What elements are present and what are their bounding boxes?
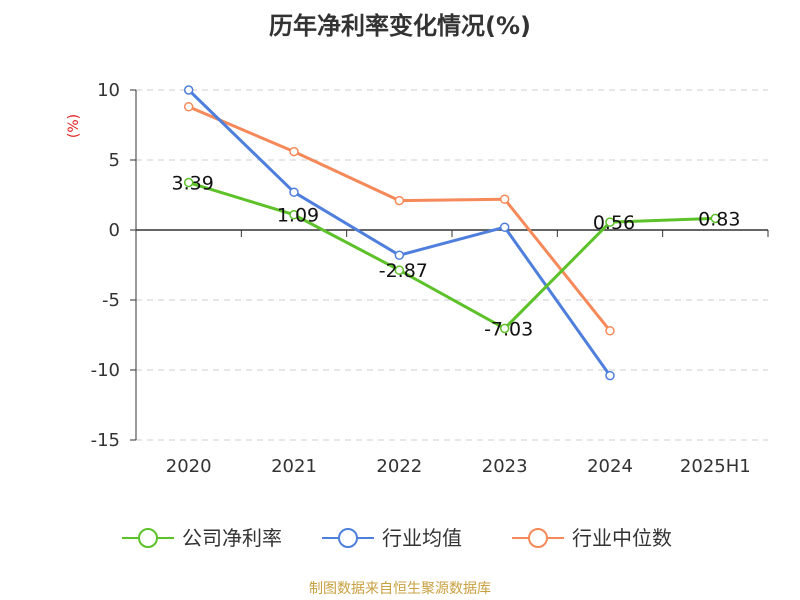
y-tick-label: -15 xyxy=(91,430,120,451)
data-point xyxy=(605,217,615,227)
x-tick-label: 2021 xyxy=(271,456,317,477)
y-axis-label: (%) xyxy=(66,114,82,138)
data-label: 3.39 xyxy=(172,173,214,195)
data-point xyxy=(710,213,721,224)
data-point xyxy=(289,209,299,220)
y-tick-label: 0 xyxy=(109,220,120,241)
series-line xyxy=(188,181,716,330)
data-labels: 3.39 1.09 -2.87 -7.03 0.56 0.83 xyxy=(172,173,741,341)
series-lines xyxy=(183,85,721,381)
data-point xyxy=(183,102,194,112)
y-tick-label: 10 xyxy=(97,80,120,101)
grid-lines xyxy=(136,89,768,441)
x-tick-label: 2020 xyxy=(166,456,212,477)
x-tick-label: 2023 xyxy=(482,456,528,477)
data-label: -2.87 xyxy=(379,260,428,282)
legend-entry: 行业均值 xyxy=(382,526,462,550)
data-point xyxy=(605,370,615,381)
data-point xyxy=(499,323,510,334)
data-label: -7.03 xyxy=(484,318,533,340)
legend-swatch-marker xyxy=(138,528,158,548)
data-point xyxy=(605,326,615,336)
x-tick-label: 2022 xyxy=(376,456,422,477)
legend-entry: 公司净利率 xyxy=(182,526,282,550)
data-point xyxy=(499,222,510,232)
source-note: 制图数据来自恒生聚源数据库 xyxy=(309,581,491,597)
axes: 10 5 0 -5 -10 -15 2020 2021 2022 2023 2024 2025H1 (%… xyxy=(66,80,769,477)
data-label: 1.09 xyxy=(277,205,319,227)
data-label: 0.56 xyxy=(593,212,635,234)
data-label: 0.83 xyxy=(698,208,740,230)
data-point xyxy=(499,194,510,204)
series-line xyxy=(188,105,612,332)
legend-entry: 行业中位数 xyxy=(572,526,672,550)
y-tick-label: -5 xyxy=(102,290,120,311)
data-point xyxy=(183,85,194,95)
legend-swatch-marker xyxy=(528,528,548,548)
chart-title: 历年净利率变化情况(%) xyxy=(269,12,531,40)
x-tick-label: 2024 xyxy=(587,456,633,477)
y-tick-label: -10 xyxy=(91,360,120,381)
data-point xyxy=(183,177,194,188)
data-point xyxy=(394,195,405,206)
legend-swatch-marker xyxy=(338,528,358,548)
data-point xyxy=(289,146,299,157)
data-point xyxy=(289,187,299,197)
data-point xyxy=(394,265,405,275)
y-tick-label: 5 xyxy=(109,150,120,171)
data-point xyxy=(394,250,405,260)
legend: 公司净利率 行业均值 行业中位数 xyxy=(122,526,672,550)
x-tick-label: 2025H1 xyxy=(680,456,751,477)
